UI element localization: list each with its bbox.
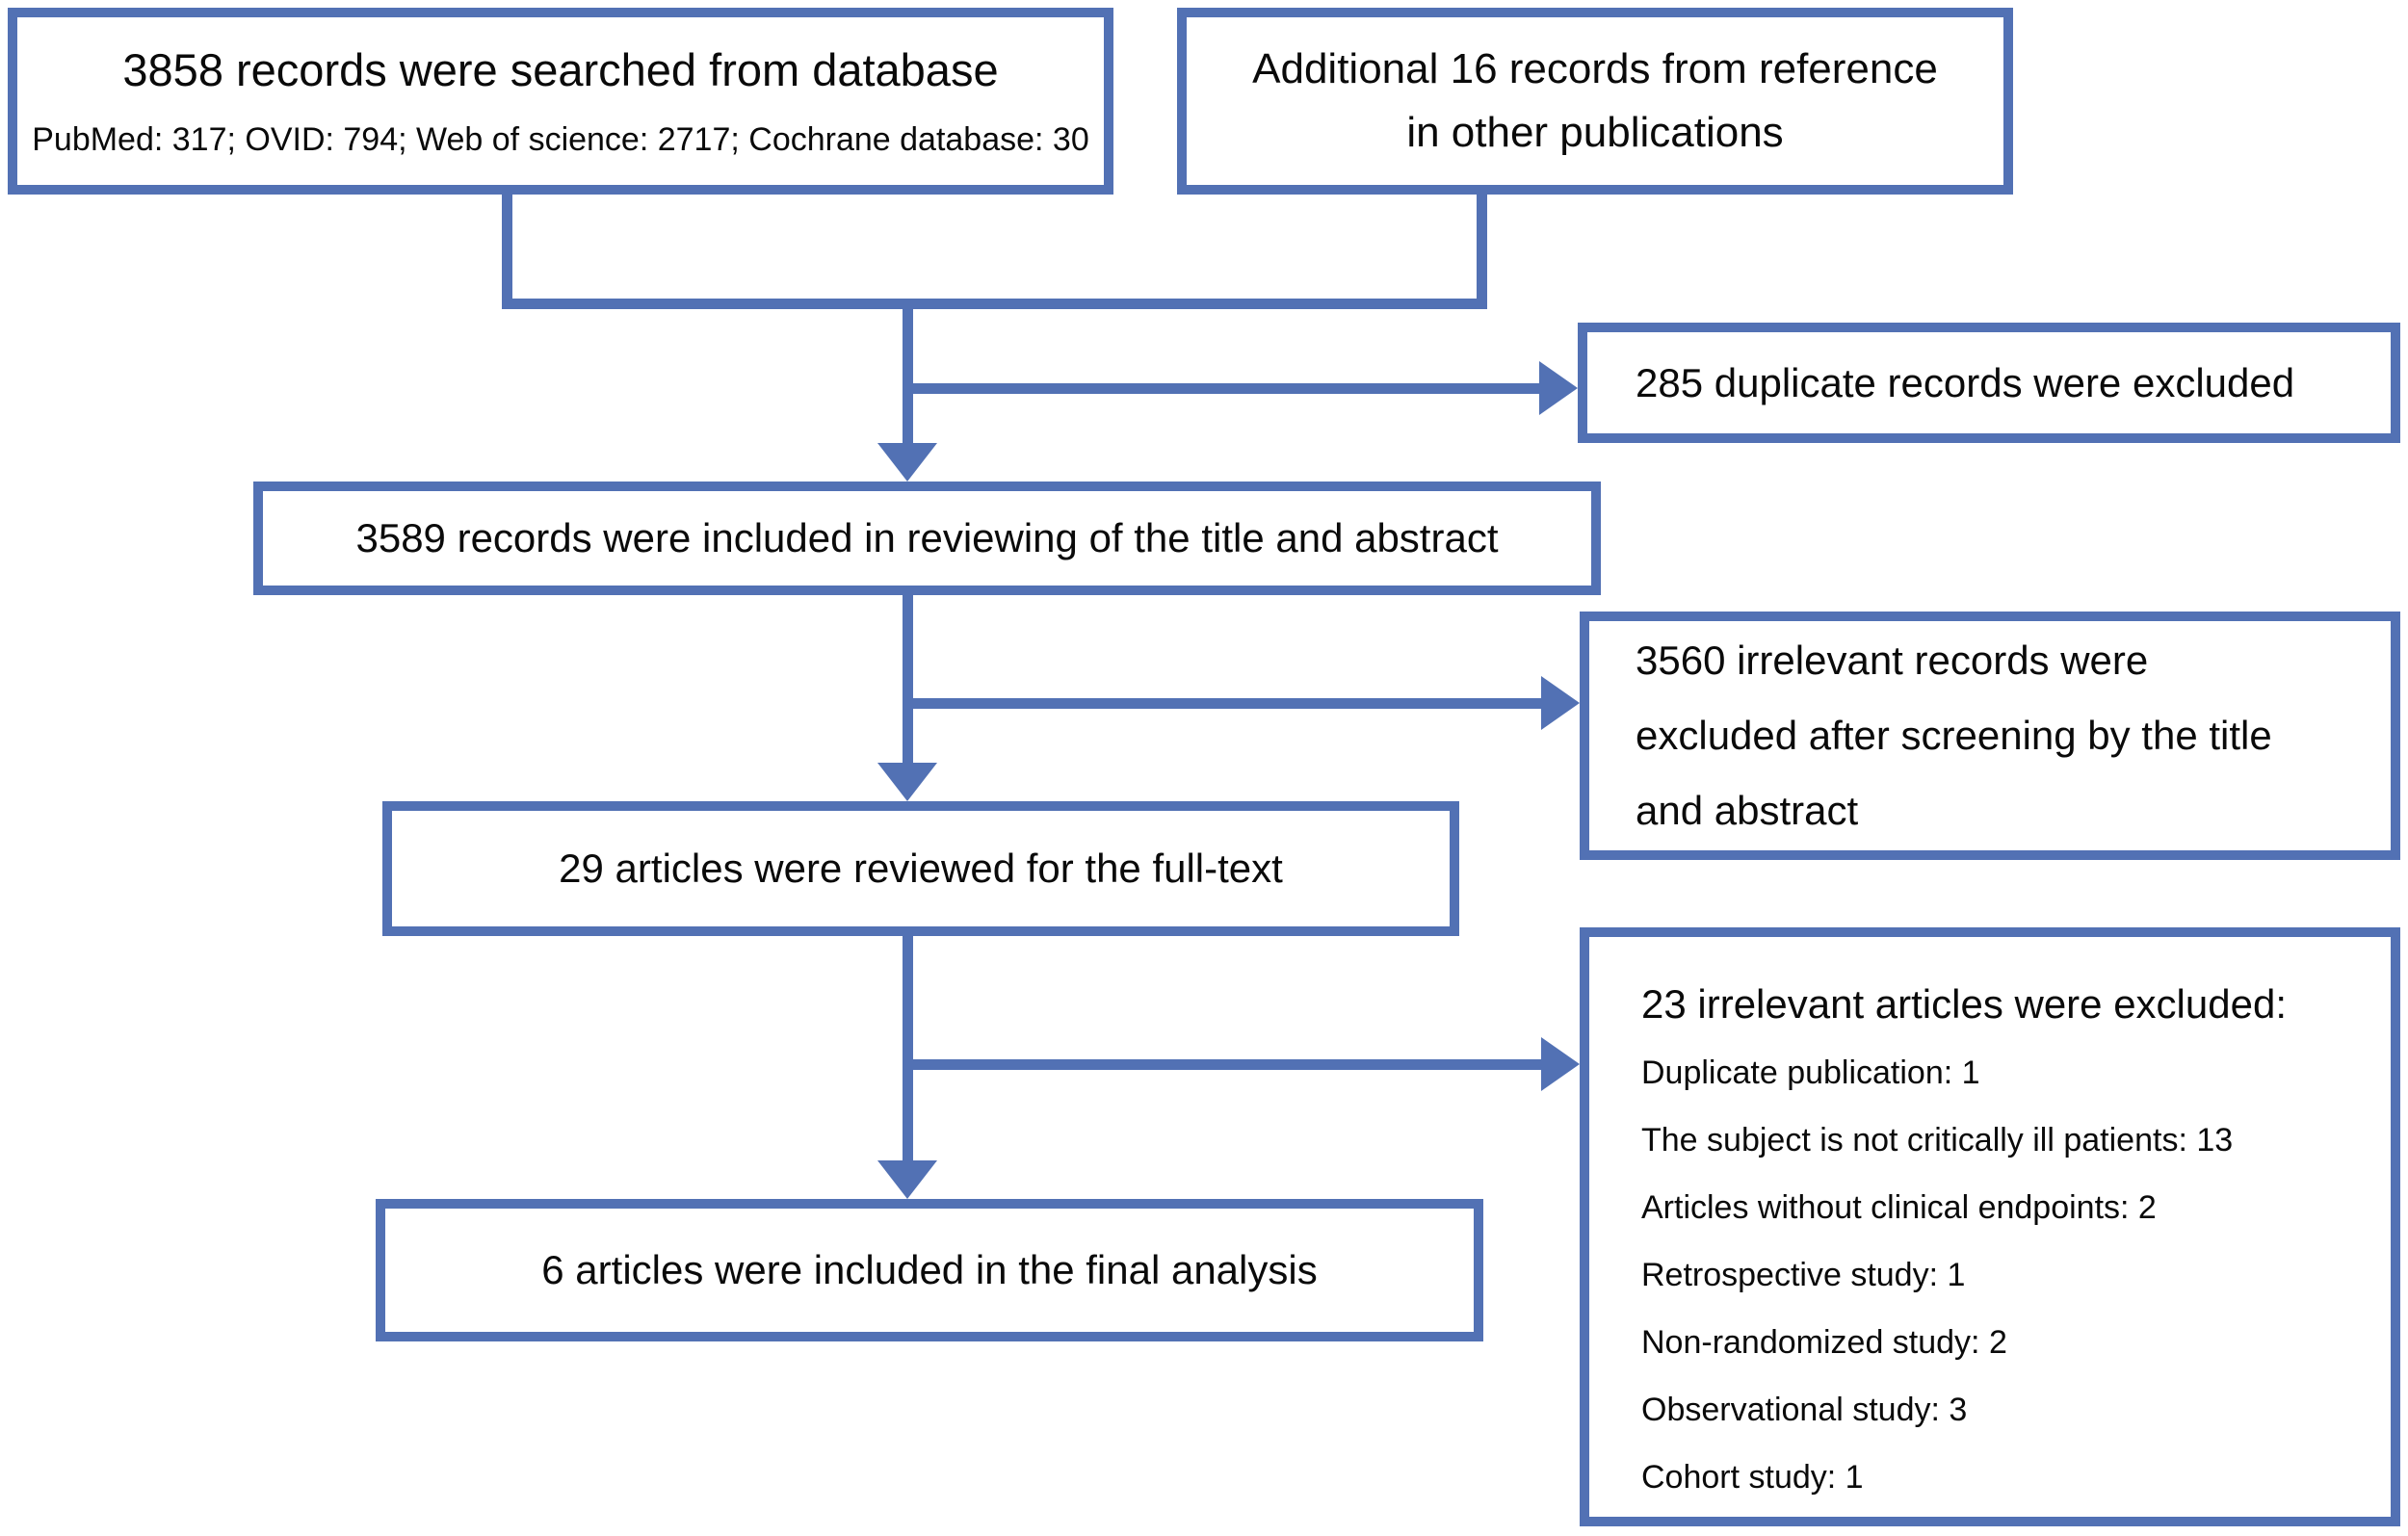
connector-branch-irrelevant-articles [903, 1059, 1543, 1070]
box-irrelevant-records-excluded: 3560 irrelevant records were excluded af… [1580, 612, 2400, 860]
exclusion-reason-item: Articles without clinical endpoints: 2 [1641, 1189, 2157, 1226]
exclusion-reason-item: Non-randomized study: 2 [1641, 1324, 2007, 1361]
fulltext-review-text: 29 articles were reviewed for the full-t… [559, 846, 1283, 891]
title-abstract-review-text: 3589 records were included in reviewing … [355, 515, 1499, 560]
arrow-right-icon [1541, 676, 1580, 730]
connector-merge-bar [502, 299, 1487, 309]
final-analysis-text: 6 articles were included in the final an… [541, 1247, 1318, 1292]
exclusion-reason-item: Cohort study: 1 [1641, 1459, 1864, 1496]
exclusion-reason-item: Observational study: 3 [1641, 1392, 1968, 1428]
box-additional-records: Additional 16 records from reference in … [1177, 8, 2013, 195]
connector-additional-stub [1477, 190, 1487, 303]
exclusion-reason-item: Duplicate publication: 1 [1641, 1054, 1980, 1091]
arrow-down-icon [877, 763, 937, 801]
box-fulltext-review: 29 articles were reviewed for the full-t… [382, 801, 1459, 936]
arrow-right-icon [1541, 1037, 1580, 1091]
connector-stem-to-title-abstract [903, 299, 913, 445]
connector-stem-to-final [903, 936, 913, 1162]
records-searched-databases: PubMed: 317; OVID: 794; Web of science: … [32, 121, 1089, 158]
box-title-abstract-review: 3589 records were included in reviewing … [253, 482, 1601, 595]
additional-records-line-2: in other publications [1406, 109, 1784, 156]
duplicates-excluded-text: 285 duplicate records were excluded [1636, 359, 2295, 405]
arrow-down-icon [877, 1160, 937, 1199]
irrelevant-records-line-3: and abstract [1636, 788, 1859, 833]
connector-stem-to-fulltext [903, 595, 913, 765]
irrelevant-articles-heading: 23 irrelevant articles were excluded: [1641, 981, 2287, 1027]
additional-records-line-1: Additional 16 records from reference [1252, 45, 1938, 92]
connector-branch-duplicates [903, 383, 1541, 394]
irrelevant-records-line-2: excluded after screening by the title [1636, 713, 2272, 758]
arrow-right-icon [1539, 361, 1578, 415]
box-irrelevant-articles-excluded: 23 irrelevant articles were excluded: Du… [1580, 927, 2400, 1526]
connector-searched-stub [502, 190, 512, 303]
exclusion-reason-item: Retrospective study: 1 [1641, 1257, 1966, 1293]
box-records-searched: 3858 records were searched from database… [8, 8, 1113, 195]
arrow-down-icon [877, 443, 937, 482]
box-final-analysis: 6 articles were included in the final an… [376, 1199, 1483, 1341]
box-duplicates-excluded: 285 duplicate records were excluded [1578, 323, 2400, 443]
exclusion-reason-item: The subject is not critically ill patien… [1641, 1122, 2234, 1159]
irrelevant-records-line-1: 3560 irrelevant records were [1636, 638, 2149, 683]
records-searched-title: 3858 records were searched from database [122, 44, 999, 95]
connector-branch-irrelevant-records [903, 698, 1543, 709]
